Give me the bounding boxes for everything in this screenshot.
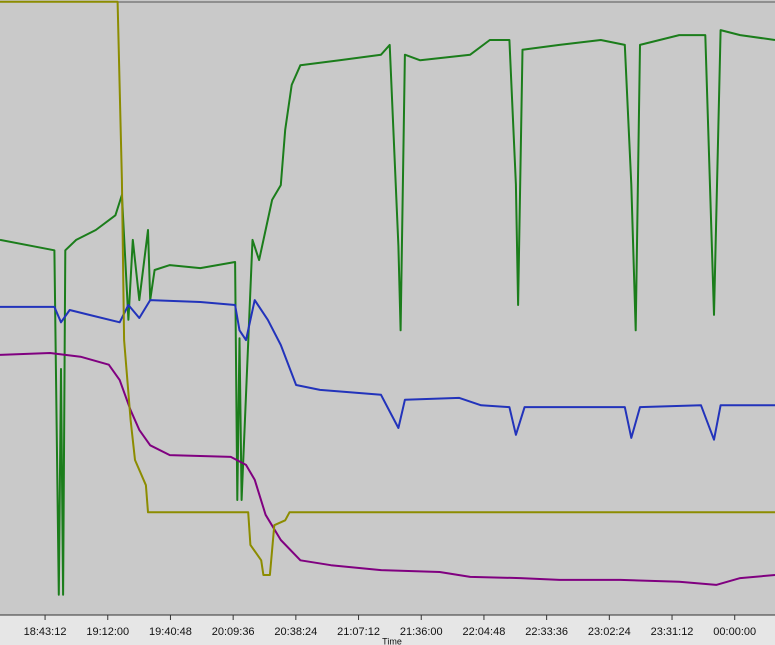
x-tick-label: 00:00:00 — [713, 626, 756, 638]
x-tick-label: 22:33:36 — [525, 626, 568, 638]
x-tick-label: 18:43:12 — [24, 626, 67, 638]
x-tick-label: 22:04:48 — [463, 626, 506, 638]
x-tick-label: 21:36:00 — [400, 626, 443, 638]
x-tick-label: 21:07:12 — [337, 626, 380, 638]
x-tick-label: 19:40:48 — [149, 626, 192, 638]
x-tick-label: 20:38:24 — [274, 626, 317, 638]
x-tick-label: 20:09:36 — [212, 626, 255, 638]
x-axis-label: Time — [382, 636, 402, 645]
series-line — [0, 0, 775, 576]
series-line — [0, 299, 775, 441]
x-tick-label: 19:12:00 — [86, 626, 129, 638]
x-tick-label: 23:31:12 — [651, 626, 694, 638]
x-tick-label: 23:02:24 — [588, 626, 631, 638]
plot-area — [0, 0, 775, 615]
